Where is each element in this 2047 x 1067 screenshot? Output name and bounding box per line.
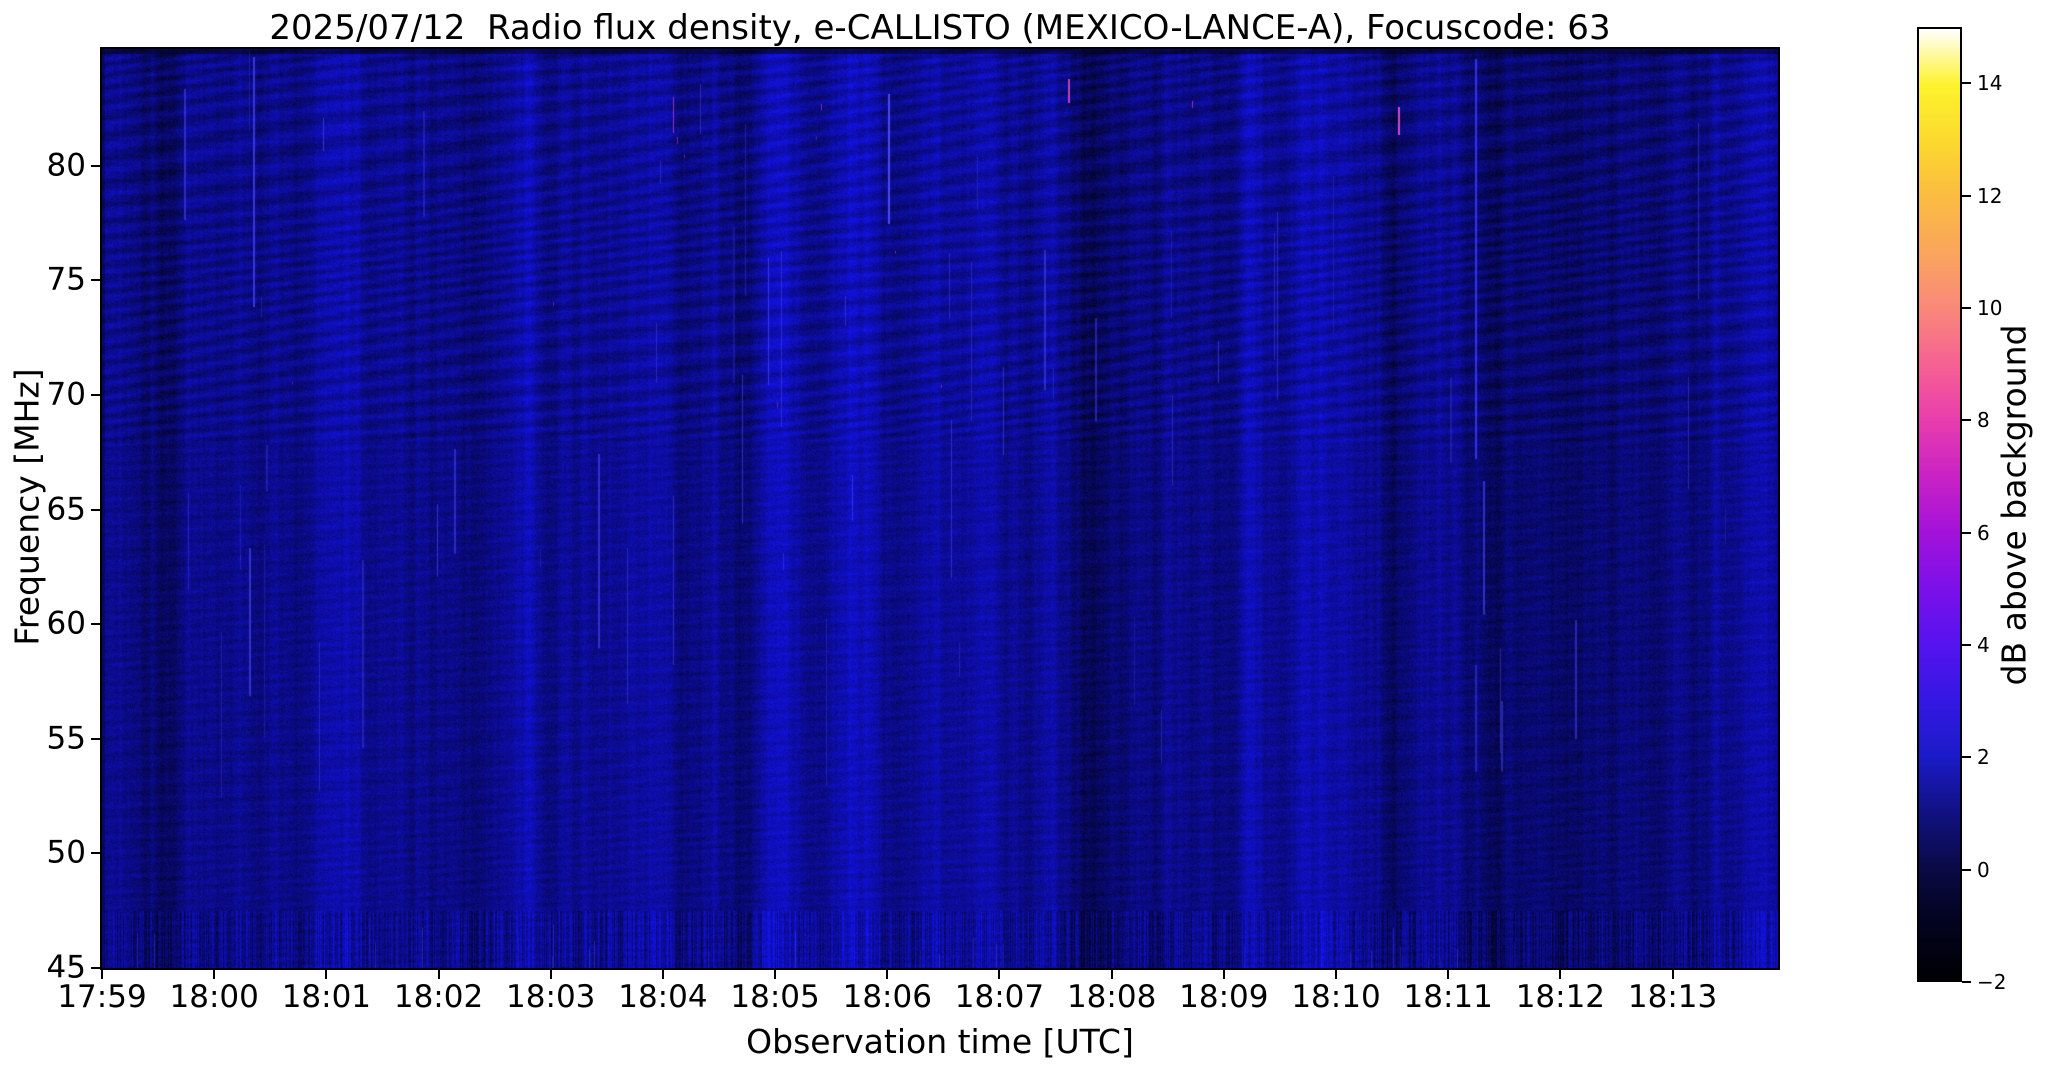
y-tick-label: 65 — [46, 491, 86, 528]
x-axis-label: Observation time [UTC] — [746, 1022, 1134, 1061]
chart-title: 2025/07/12 Radio flux density, e-CALLIST… — [269, 8, 1611, 48]
x-tick-label: 18:00 — [169, 979, 259, 1015]
x-tick-mark — [661, 968, 664, 979]
colorbar-tick-mark — [1962, 981, 1971, 983]
y-tick-label: 75 — [46, 261, 86, 298]
colorbar-tick-label: −2 — [1977, 970, 2007, 994]
colorbar — [1917, 27, 1962, 982]
x-tick-mark — [998, 968, 1001, 979]
x-tick-mark — [437, 968, 440, 979]
plot-area — [100, 47, 1780, 970]
x-tick-mark — [101, 968, 103, 979]
x-tick-label: 18:12 — [1515, 979, 1606, 1015]
colorbar-tick-label: 10 — [1977, 295, 2003, 320]
y-tick-mark — [91, 394, 102, 397]
x-tick-label: 18:01 — [281, 979, 372, 1015]
x-tick-label: 18:10 — [1291, 979, 1381, 1015]
y-tick-mark — [91, 279, 102, 282]
y-tick-mark — [91, 967, 102, 969]
y-tick-mark — [91, 623, 102, 626]
x-tick-mark — [1222, 968, 1225, 979]
y-tick-mark — [91, 737, 102, 740]
y-tick-mark — [91, 852, 102, 855]
x-tick-label: 18:11 — [1403, 979, 1493, 1015]
y-axis-label: Frequency [MHz] — [7, 368, 47, 646]
x-tick-mark — [325, 968, 328, 979]
x-tick-label: 18:02 — [393, 979, 484, 1015]
x-tick-mark — [1559, 968, 1562, 979]
colorbar-tick-label: 12 — [1977, 183, 2003, 208]
colorbar-tick-label: 8 — [1977, 408, 1990, 433]
colorbar-tick-label: 2 — [1977, 745, 1990, 770]
colorbar-tick-mark — [1962, 306, 1971, 309]
x-tick-label: 18:06 — [842, 979, 932, 1015]
colorbar-tick-label: 6 — [1977, 520, 1990, 545]
y-tick-label: 60 — [46, 605, 86, 642]
x-tick-mark — [549, 968, 552, 979]
x-tick-mark — [1447, 968, 1450, 979]
colorbar-tick-mark — [1962, 868, 1971, 871]
x-tick-label: 18:07 — [954, 979, 1045, 1015]
y-tick-label: 55 — [46, 720, 86, 757]
x-tick-mark — [1671, 968, 1674, 979]
colorbar-tick-label: 4 — [1977, 632, 1990, 657]
colorbar-tick-label: 0 — [1977, 857, 1990, 882]
x-tick-mark — [886, 968, 889, 979]
colorbar-label: dB above background — [1994, 324, 2034, 686]
x-tick-label: 18:09 — [1179, 979, 1269, 1015]
y-tick-mark — [91, 164, 102, 167]
x-tick-label: 18:08 — [1066, 979, 1157, 1015]
x-tick-label: 18:04 — [618, 979, 708, 1015]
colorbar-tick-mark — [1962, 82, 1971, 85]
colorbar-tick-mark — [1962, 756, 1971, 759]
x-tick-label: 17:59 — [57, 979, 147, 1015]
y-tick-label: 50 — [46, 834, 86, 871]
x-tick-label: 18:05 — [730, 979, 820, 1015]
y-tick-mark — [91, 508, 102, 511]
spectrogram-heatmap-image — [102, 49, 1778, 968]
colorbar-tick-mark — [1962, 419, 1971, 422]
colorbar-tick-label: 14 — [1977, 71, 2003, 96]
colorbar-tick-mark — [1962, 643, 1971, 646]
colorbar-tick-mark — [1962, 194, 1971, 197]
x-tick-mark — [1335, 968, 1337, 979]
x-tick-label: 18:13 — [1627, 979, 1718, 1015]
x-tick-label: 18:03 — [506, 979, 596, 1015]
x-tick-mark — [1110, 968, 1113, 979]
colorbar-tick-mark — [1962, 531, 1971, 534]
y-tick-label: 70 — [46, 376, 86, 413]
x-tick-mark — [213, 968, 216, 979]
x-tick-mark — [774, 968, 777, 979]
y-tick-label: 45 — [46, 949, 86, 986]
y-tick-label: 80 — [46, 147, 86, 184]
